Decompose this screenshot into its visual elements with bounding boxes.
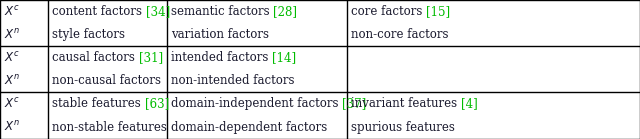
Text: [4]: [4] (461, 97, 477, 110)
Text: spurious features: spurious features (351, 121, 455, 134)
Text: [15]: [15] (426, 5, 451, 18)
Text: [37]: [37] (342, 97, 367, 110)
Text: non-stable features: non-stable features (52, 121, 167, 134)
Text: [63]: [63] (145, 97, 169, 110)
Text: $X^n$: $X^n$ (4, 74, 20, 87)
Text: core factors: core factors (351, 5, 426, 18)
Text: content factors: content factors (52, 5, 146, 18)
Text: $X^n$: $X^n$ (4, 28, 20, 42)
Text: variation factors: variation factors (171, 28, 269, 41)
Text: style factors: style factors (52, 28, 125, 41)
Text: $X^c$: $X^c$ (4, 50, 20, 64)
Text: domain-dependent factors: domain-dependent factors (171, 121, 327, 134)
Text: $X^c$: $X^c$ (4, 97, 20, 111)
Text: intended factors: intended factors (171, 51, 272, 64)
Text: non-causal factors: non-causal factors (52, 74, 161, 87)
Text: causal factors: causal factors (52, 51, 139, 64)
Text: $X^c$: $X^c$ (4, 4, 20, 18)
Text: [14]: [14] (272, 51, 296, 64)
Text: [31]: [31] (139, 51, 163, 64)
Text: $X^n$: $X^n$ (4, 120, 20, 134)
Text: [28]: [28] (273, 5, 298, 18)
Text: non-core factors: non-core factors (351, 28, 449, 41)
Text: stable features: stable features (52, 97, 145, 110)
Text: domain-independent factors: domain-independent factors (171, 97, 342, 110)
Text: [34]: [34] (146, 5, 170, 18)
Text: semantic factors: semantic factors (171, 5, 273, 18)
Text: non-intended factors: non-intended factors (171, 74, 294, 87)
Text: invariant features: invariant features (351, 97, 461, 110)
